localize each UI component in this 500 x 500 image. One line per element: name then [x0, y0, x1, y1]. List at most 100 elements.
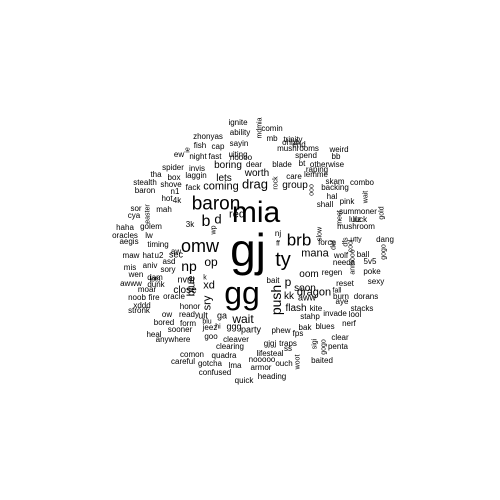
word-timing: timing [147, 240, 169, 249]
word-confused: confused [198, 368, 232, 377]
word-comon: comon [179, 350, 205, 359]
word-sry: sry [201, 295, 214, 311]
word-gogo: gogo [380, 244, 388, 260]
word-ow: ow [161, 310, 173, 319]
word-box: box [167, 173, 181, 182]
word-baited: baited [311, 356, 333, 365]
word-rock: rock [272, 176, 280, 190]
word-drag: drag [241, 176, 269, 192]
word-3k: 3k [185, 220, 195, 229]
word-flash: flash [285, 303, 307, 314]
word-hat: hat [142, 251, 154, 260]
word-zhonyas: zhonyas [193, 132, 223, 141]
word-lets: lets [216, 173, 232, 184]
word-penta: penta [327, 342, 349, 351]
word-blu: blu [202, 318, 212, 326]
word-aww: aww [297, 292, 317, 303]
word-laggin: laggin [185, 171, 207, 180]
word-pink: pink [339, 197, 355, 206]
word-push: push [268, 284, 284, 316]
word-gold: gold [378, 206, 386, 220]
word-lma: lma [228, 361, 242, 370]
word-xddd: xddd [133, 301, 151, 310]
word-ss: ss [284, 344, 292, 353]
word-k: k [203, 274, 207, 282]
word-backing: backing [321, 183, 349, 192]
word-mia: mia [231, 196, 281, 229]
word-honor: honor [179, 302, 201, 311]
word-spend: spend [295, 151, 317, 160]
word-clear: clear [331, 333, 349, 342]
word-nerf: nerf [342, 319, 356, 328]
word-oracle: oracle [163, 292, 185, 301]
word-careful: careful [170, 357, 196, 366]
word-trinity: trinity [283, 135, 303, 144]
word-care: care [286, 172, 302, 181]
word-kk: kk [284, 291, 294, 302]
word-wait: wait [362, 190, 370, 204]
word-fps: fps [292, 329, 304, 338]
word-oracles: oracles [112, 231, 138, 240]
word-armor: armor [250, 363, 272, 372]
word-wait: wait [232, 312, 254, 326]
word-combo: combo [349, 178, 375, 187]
word-ball: ball [356, 250, 370, 259]
word-brb: brb [286, 230, 312, 250]
word-nooooo: nooooo [248, 355, 276, 364]
word-heading: heading [257, 372, 287, 381]
word-bored: bored [153, 318, 175, 327]
word-raping: raping [305, 165, 329, 174]
word-luck: luck [352, 215, 368, 224]
word-hi: hi [215, 323, 221, 331]
word-sooner: sooner [167, 325, 193, 334]
word-mah: mah [156, 205, 172, 214]
word-bt: bt [298, 159, 306, 168]
word-aw: aw [170, 247, 182, 256]
word-stacks: stacks [350, 304, 374, 313]
word-stealth: stealth [133, 178, 157, 187]
word-force: force [318, 238, 336, 247]
word-awww: awww [120, 279, 142, 288]
word-poke: poke [363, 267, 381, 276]
word-aniv: aniv [142, 261, 158, 270]
word-blade: blade [272, 160, 292, 169]
word-d: d [214, 211, 222, 227]
word-np: np [181, 258, 197, 274]
word-otherwise: otherwise [309, 160, 345, 169]
word-ready: ready [178, 310, 200, 319]
word-ooo: ooo [308, 184, 316, 196]
word-noooo: noooo [229, 153, 253, 162]
word-oom: oom [299, 269, 319, 280]
word-golem: golem [140, 222, 162, 231]
word-lw: lw [145, 231, 153, 240]
word-summoner: summoner [339, 207, 377, 216]
word-traps: traps [279, 339, 297, 348]
word-ff: ff [276, 240, 280, 248]
word-asd: asd [162, 257, 176, 266]
word-ga: ga [216, 310, 228, 321]
word-wolf: wolf [333, 251, 349, 260]
word-tha: tha [150, 170, 162, 179]
word-lifesteal: lifesteal [256, 349, 284, 358]
word-moar: moar [137, 285, 157, 294]
word-gogo: gogo [320, 339, 328, 355]
word-fack: fack [185, 183, 201, 192]
word-aye: aye [335, 297, 349, 306]
word-dang: dang [376, 235, 394, 244]
word-sor: sor [130, 204, 142, 213]
word-phew: phew [271, 326, 291, 335]
word-soon: soon [294, 283, 316, 294]
word-bb: bb [331, 152, 341, 161]
word-sigi: sigi [311, 338, 319, 350]
word-dam: dam [147, 273, 163, 282]
word-quadra: quadra [211, 351, 237, 360]
word-p: p [284, 275, 292, 289]
word-sexy: sexy [367, 277, 385, 286]
word-group: group [282, 180, 308, 191]
word-needa: needa [332, 258, 356, 267]
word-close: close [173, 285, 197, 296]
word-red: red [229, 208, 245, 221]
word-gjgj: gjgj [263, 339, 277, 348]
word-anmooo: anmooo [349, 249, 357, 275]
